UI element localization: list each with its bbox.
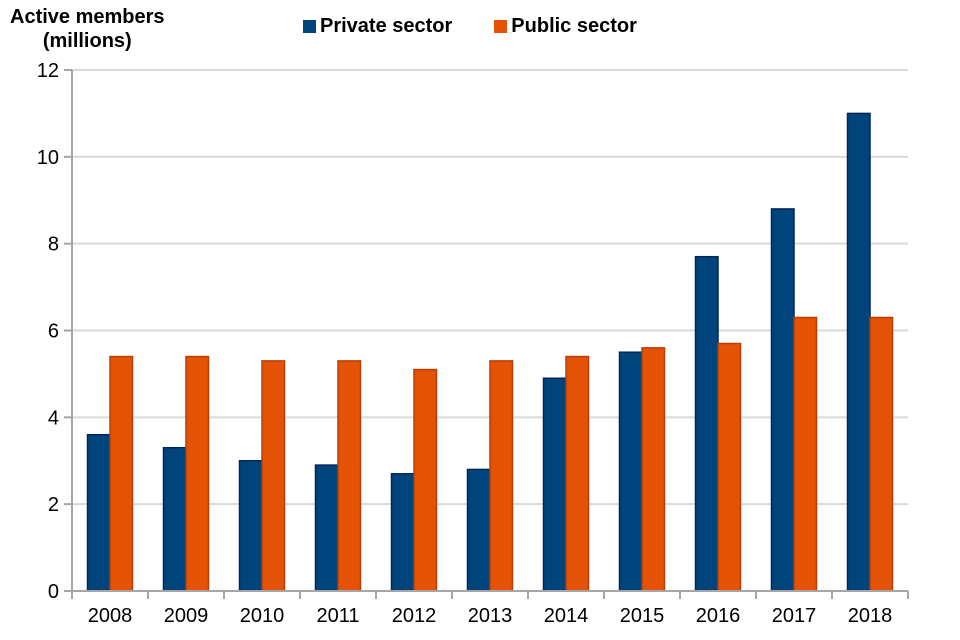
y-tick-label-4: 4 (48, 407, 59, 429)
x-tick-label-2016: 2016 (696, 605, 741, 627)
x-tick-label-2009: 2009 (164, 605, 209, 627)
bar-public-sector-2014 (565, 355, 590, 592)
legend-item-private-sector: Private sector (303, 15, 452, 38)
legend-item-public-sector: Public sector (494, 15, 637, 38)
legend-label-public-sector: Public sector (511, 15, 637, 37)
bar-public-sector-2016 (717, 342, 742, 592)
x-tick-label-2011: 2011 (316, 605, 359, 627)
legend-label-private-sector: Private sector (320, 15, 453, 37)
bar-public-sector-2012 (413, 368, 438, 592)
bar-private-sector-2018 (846, 112, 871, 592)
y-tick-label-12: 12 (37, 60, 59, 82)
y-tick-label-2: 2 (48, 494, 59, 516)
bar-private-sector-2013 (466, 468, 491, 592)
y-tick-label-6: 6 (48, 321, 59, 343)
x-tick-label-2017: 2017 (772, 605, 817, 627)
bar-public-sector-2009 (185, 355, 210, 592)
bar-public-sector-2010 (261, 360, 286, 592)
bar-private-sector-2016 (694, 255, 719, 592)
y-tick-label-8: 8 (48, 234, 59, 256)
bar-private-sector-2014 (542, 377, 567, 592)
bar-public-sector-2011 (337, 360, 362, 592)
chart-title-line1: Active members (10, 6, 165, 28)
chart-title: Active members (millions) (10, 5, 165, 53)
bar-public-sector-2018 (869, 316, 894, 592)
bar-private-sector-2012 (390, 473, 415, 592)
chart-title-line2: (millions) (42, 30, 132, 52)
bar-public-sector-2013 (489, 360, 514, 592)
x-tick-label-2008: 2008 (88, 605, 133, 627)
bar-public-sector-2008 (109, 355, 134, 592)
x-tick-label-2015: 2015 (620, 605, 665, 627)
bar-private-sector-2008 (86, 433, 111, 592)
bar-public-sector-2015 (641, 347, 666, 592)
bar-public-sector-2017 (793, 316, 818, 592)
bar-private-sector-2009 (162, 446, 187, 592)
bar-private-sector-2017 (770, 208, 795, 592)
x-tick-label-2014: 2014 (544, 605, 589, 627)
y-tick-label-10: 10 (37, 147, 59, 169)
bar-private-sector-2015 (618, 351, 643, 592)
legend-swatch-public-sector (494, 20, 508, 33)
bar-private-sector-2011 (314, 464, 339, 592)
x-tick-label-2012: 2012 (392, 605, 437, 627)
y-tick-label-0: 0 (48, 581, 59, 603)
legend-swatch-private-sector (303, 20, 316, 33)
x-tick-label-2013: 2013 (468, 605, 513, 627)
bar-private-sector-2010 (238, 460, 263, 592)
x-tick-label-2010: 2010 (240, 605, 285, 627)
legend: Private sector Public sector (303, 15, 637, 38)
x-tick-label-2018: 2018 (848, 605, 893, 627)
